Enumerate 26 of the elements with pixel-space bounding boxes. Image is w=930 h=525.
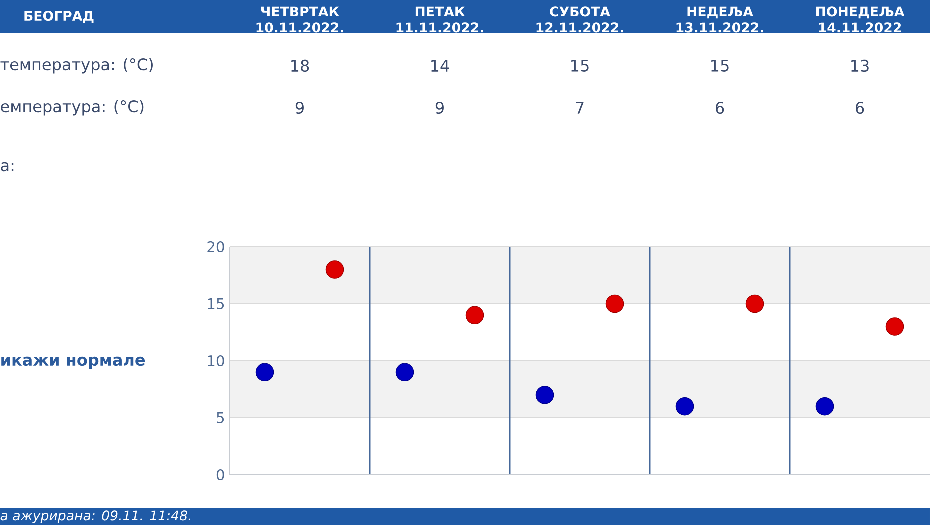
text: ПОНЕДЕЉА 14.11.2022 xyxy=(816,6,905,33)
data-label: 6 xyxy=(716,102,724,114)
text: а: xyxy=(1,162,14,172)
data-label: 18 xyxy=(292,60,310,72)
y-tick-label: 10 xyxy=(208,355,224,367)
y-tick-label: 5 xyxy=(217,412,224,424)
data-label: 9 xyxy=(436,102,444,114)
text: емпература: (°C) xyxy=(1,100,144,116)
text: а ажурирана: 09.11. 11:48. xyxy=(0,510,190,524)
y-tick-label: 15 xyxy=(208,298,224,310)
text: температура: (°C) xyxy=(0,58,153,74)
data-label: 15 xyxy=(712,60,729,72)
data-label: 14 xyxy=(432,60,450,72)
text: икажи нормале xyxy=(2,356,146,370)
data-label: 6 xyxy=(856,102,864,114)
text: СУБОТА 12.11.2022. xyxy=(536,6,624,33)
text: ЧЕТВРТАК 10.11.2022. xyxy=(256,6,344,33)
text: НЕДЕЉА 13.11.2022. xyxy=(676,6,764,33)
data-label: 15 xyxy=(572,60,589,72)
text: БЕОГРАД xyxy=(24,10,94,23)
data-label: 7 xyxy=(576,102,584,114)
y-tick-label: 0 xyxy=(216,469,224,481)
y-tick-label: 20 xyxy=(208,241,224,253)
data-label: 9 xyxy=(296,102,304,114)
data-label: 13 xyxy=(852,60,869,72)
text: ПЕТАК 11.11.2022. xyxy=(396,6,484,33)
